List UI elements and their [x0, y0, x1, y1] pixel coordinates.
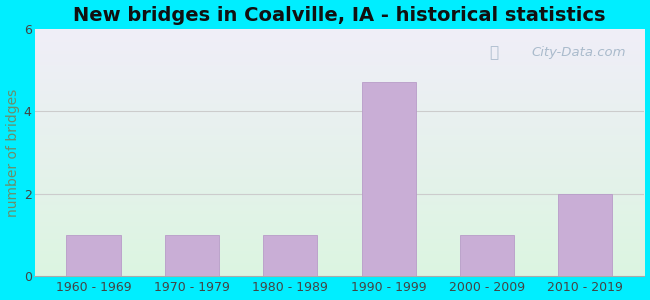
Text: ⌕: ⌕ [489, 45, 498, 60]
Bar [165, 235, 219, 276]
Y-axis label: number of bridges: number of bridges [6, 88, 20, 217]
Text: City-Data.com: City-Data.com [532, 46, 626, 59]
Bar [361, 82, 416, 276]
Title: New bridges in Coalville, IA - historical statistics: New bridges in Coalville, IA - historica… [73, 6, 606, 25]
Bar [66, 235, 121, 276]
Bar [263, 235, 317, 276]
Bar [558, 194, 612, 276]
Bar [460, 235, 514, 276]
